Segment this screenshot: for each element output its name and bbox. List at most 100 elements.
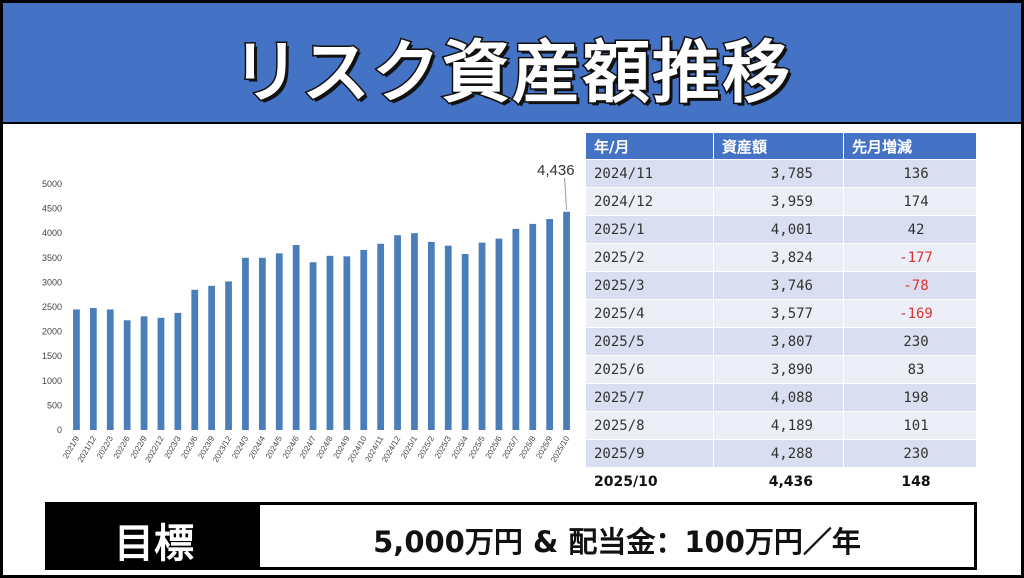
table-row: 2025/8 4,189 101 [585, 411, 977, 440]
cell-month: 2025/9 [585, 439, 714, 468]
cell-delta: 174 [843, 187, 977, 216]
bar-2025-4 [461, 254, 469, 430]
cell-month: 2024/12 [585, 187, 714, 216]
cell-asset: 3,890 [713, 355, 844, 384]
cell-delta: 101 [843, 411, 977, 440]
cell-asset: 4,088 [713, 383, 844, 412]
table-row: 2025/6 3,890 83 [585, 355, 977, 384]
cell-asset: 3,785 [713, 159, 844, 188]
bar-2025-8 [529, 223, 537, 430]
last-value-callout: 4,436 [537, 162, 575, 179]
cell-month: 2025/3 [585, 271, 714, 300]
bar-2024-10 [360, 249, 368, 430]
y-tick-label: 5000 [42, 179, 62, 189]
y-tick-label: 4500 [42, 204, 62, 214]
bar-2024-3 [242, 257, 249, 430]
cell-delta: -177 [843, 243, 977, 272]
page-title: リスク資産額推移 [230, 33, 792, 115]
table-row: 2025/3 3,746 -78 [585, 271, 977, 300]
cell-month: 2025/7 [585, 383, 714, 412]
cell-month: 2025/8 [585, 411, 714, 440]
bar-2024-8 [326, 255, 334, 430]
bar-2025-7 [512, 228, 520, 430]
bar-2023-12 [225, 281, 232, 430]
y-tick-label: 1500 [42, 351, 62, 361]
bar-2024-11 [377, 243, 385, 430]
bar-2022-9 [140, 316, 148, 430]
asset-table-container: 年/月 資産額 先月増減 2024/11 3,785 136 2024/12 3,959… [585, 132, 977, 496]
y-tick-label: 0 [57, 425, 62, 435]
bar-2024-9 [343, 256, 351, 430]
table-row: 2024/12 3,959 174 [585, 187, 977, 216]
bar-2025-6 [495, 238, 503, 430]
cell-month: 2025/1 [585, 215, 714, 244]
bar-2025-2 [427, 241, 435, 430]
cell-month: 2024/11 [585, 159, 714, 188]
cell-asset: 3,959 [713, 187, 844, 216]
cell-delta: 230 [843, 439, 977, 468]
table-row: 2025/7 4,088 198 [585, 383, 977, 412]
bar-2021-12 [89, 307, 97, 430]
bar-2025-3 [444, 245, 452, 430]
y-tick-label: 500 [47, 400, 62, 410]
cell-delta: 136 [843, 159, 977, 188]
cell-month: 2025/2 [585, 243, 714, 272]
table-header-row: 年/月 資産額 先月増減 [585, 132, 977, 160]
goal-label-box: 目標 [48, 505, 260, 567]
table-row: 2025/5 3,807 230 [585, 327, 977, 356]
bar-2025-10 [563, 211, 570, 430]
bar-2024-12 [394, 235, 401, 430]
cell-month: 2025/4 [585, 299, 714, 328]
table-row: 2025/1 4,001 42 [585, 215, 977, 244]
bar-2023-3 [174, 312, 182, 430]
cell-delta: 230 [843, 327, 977, 356]
cell-delta: -78 [843, 271, 977, 300]
header-delta: 先月増減 [843, 132, 977, 160]
bar-2024-7 [309, 262, 317, 430]
cell-asset: 4,189 [713, 411, 844, 440]
asset-bar-chart: 0 500 1000 1500 2000 2500 3000 3500 4000 4500 5000… [42, 162, 575, 464]
table-row: 2025/4 3,577 -169 [585, 299, 977, 328]
bar-2022-6 [123, 320, 131, 430]
goal-text: 5,000万円 & 配当金：100万円／年 [373, 525, 861, 559]
bar-2024-5 [275, 253, 283, 430]
bar-2024-4 [258, 257, 266, 430]
cell-delta: 42 [843, 215, 977, 244]
bar-2025-5 [478, 242, 486, 430]
cell-month: 2025/5 [585, 327, 714, 356]
cell-month: 2025/10 [585, 467, 714, 496]
cell-asset: 3,746 [713, 271, 844, 300]
title-banner: リスク資産額推移 [3, 3, 1021, 124]
table-row: 2025/2 3,824 -177 [585, 243, 977, 272]
goal-panel: 目標 5,000万円 & 配当金：100万円／年 [45, 502, 977, 570]
bar-2022-3 [106, 309, 114, 430]
bar-2021-9 [73, 309, 80, 430]
bar-2022-12 [157, 317, 165, 430]
cell-delta: 148 [843, 467, 977, 496]
cell-month: 2025/6 [585, 355, 714, 384]
bar-2024-6 [292, 245, 300, 430]
cell-asset: 4,001 [713, 215, 844, 244]
bar-2025-1 [411, 233, 418, 430]
y-tick-label: 1000 [42, 376, 62, 386]
bar-2023-6 [191, 289, 199, 430]
y-tick-label: 3000 [42, 277, 62, 287]
table-row: 2024/11 3,785 136 [585, 159, 977, 188]
cell-asset: 4,436 [713, 467, 844, 496]
header-asset: 資産額 [713, 132, 844, 160]
asset-table: 年/月 資産額 先月増減 2024/11 3,785 136 2024/12 3,959… [585, 132, 977, 496]
goal-label: 目標 [114, 521, 194, 567]
cell-asset: 3,577 [713, 299, 844, 328]
cell-asset: 3,824 [713, 243, 844, 272]
cell-delta: 198 [843, 383, 977, 412]
cell-asset: 4,288 [713, 439, 844, 468]
cell-delta: 83 [843, 355, 977, 384]
y-tick-label: 2000 [42, 327, 62, 337]
table-row: 2025/10 4,436 148 [585, 467, 977, 496]
bar-2025-9 [546, 219, 554, 430]
y-tick-label: 4000 [42, 228, 62, 238]
callout-leader-line [564, 177, 568, 210]
cell-delta: -169 [843, 299, 977, 328]
cell-asset: 3,807 [713, 327, 844, 356]
